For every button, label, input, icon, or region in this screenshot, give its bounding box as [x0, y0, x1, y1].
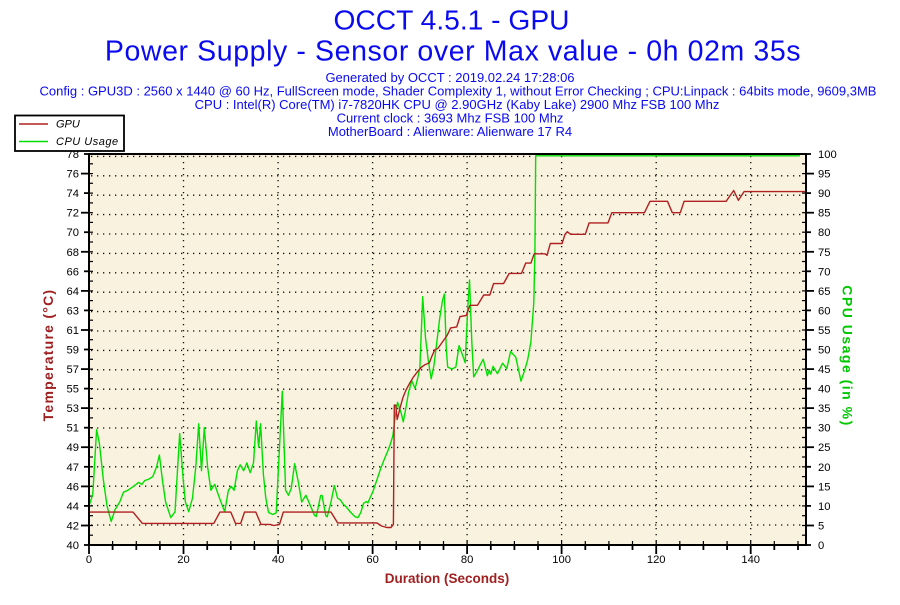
svg-text:20: 20	[818, 462, 830, 474]
svg-text:140: 140	[741, 554, 760, 566]
svg-text:GPU: GPU	[56, 119, 80, 131]
svg-text:65: 65	[818, 286, 830, 298]
svg-text:Generated by OCCT : 2019.02.24: Generated by OCCT : 2019.02.24 17:28:06	[325, 70, 574, 85]
svg-text:55: 55	[67, 384, 79, 396]
svg-text:70: 70	[818, 266, 830, 278]
svg-text:64: 64	[67, 286, 79, 298]
svg-text:0: 0	[818, 540, 824, 552]
svg-text:120: 120	[647, 554, 666, 566]
svg-text:53: 53	[67, 403, 79, 415]
svg-text:85: 85	[818, 208, 830, 220]
svg-text:100: 100	[552, 554, 571, 566]
svg-text:80: 80	[818, 227, 830, 239]
svg-text:40: 40	[272, 554, 284, 566]
svg-text:35: 35	[818, 403, 830, 415]
svg-text:15: 15	[818, 481, 830, 493]
svg-text:55: 55	[818, 325, 830, 337]
svg-text:44: 44	[67, 501, 79, 513]
svg-text:42: 42	[67, 521, 79, 533]
svg-text:49: 49	[67, 442, 79, 454]
svg-text:68: 68	[67, 247, 79, 259]
svg-text:10: 10	[818, 501, 830, 513]
svg-text:CPU Usage: CPU Usage	[56, 136, 119, 148]
svg-text:CPU : Intel(R) Core(TM) i7-782: CPU : Intel(R) Core(TM) i7-7820HK CPU @ …	[195, 97, 720, 112]
svg-text:Duration (Seconds): Duration (Seconds)	[385, 571, 510, 586]
svg-text:Power Supply - Sensor over Max: Power Supply - Sensor over Max value - 0…	[105, 36, 801, 68]
svg-text:Temperature (°C): Temperature (°C)	[40, 289, 56, 422]
svg-text:25: 25	[818, 442, 830, 454]
svg-text:75: 75	[818, 247, 830, 259]
svg-text:57: 57	[67, 364, 79, 376]
svg-text:51: 51	[67, 423, 79, 435]
svg-text:45: 45	[818, 364, 830, 376]
svg-text:0: 0	[86, 554, 92, 566]
svg-text:Current clock : 3693 Mhz FSB 1: Current clock : 3693 Mhz FSB 100 Mhz	[337, 111, 564, 126]
svg-text:47: 47	[67, 462, 79, 474]
svg-text:50: 50	[818, 345, 830, 357]
svg-text:30: 30	[818, 423, 830, 435]
svg-text:40: 40	[67, 540, 79, 552]
svg-text:59: 59	[67, 345, 79, 357]
svg-text:76: 76	[67, 169, 79, 181]
svg-text:70: 70	[67, 227, 79, 239]
svg-text:MotherBoard : Alienware: Alien: MotherBoard : Alienware: Alienware 17 R4	[328, 124, 572, 139]
svg-text:74: 74	[67, 188, 79, 200]
svg-text:78: 78	[67, 149, 79, 161]
svg-text:40: 40	[818, 384, 830, 396]
svg-text:95: 95	[818, 169, 830, 181]
svg-text:60: 60	[818, 305, 830, 317]
svg-text:CPU Usage (in %): CPU Usage (in %)	[840, 285, 856, 426]
svg-text:Config : GPU3D : 2560 x 1440 @: Config : GPU3D : 2560 x 1440 @ 60 Hz, Fu…	[40, 84, 877, 99]
svg-text:66: 66	[67, 266, 79, 278]
svg-text:OCCT 4.5.1 - GPU: OCCT 4.5.1 - GPU	[333, 4, 569, 36]
svg-text:61: 61	[67, 325, 79, 337]
svg-text:90: 90	[818, 188, 830, 200]
svg-text:63: 63	[67, 305, 79, 317]
svg-text:80: 80	[461, 554, 473, 566]
svg-text:72: 72	[67, 208, 79, 220]
svg-text:60: 60	[366, 554, 378, 566]
svg-text:100: 100	[818, 149, 837, 161]
svg-text:5: 5	[818, 521, 824, 533]
svg-text:20: 20	[177, 554, 189, 566]
svg-text:46: 46	[67, 481, 79, 493]
